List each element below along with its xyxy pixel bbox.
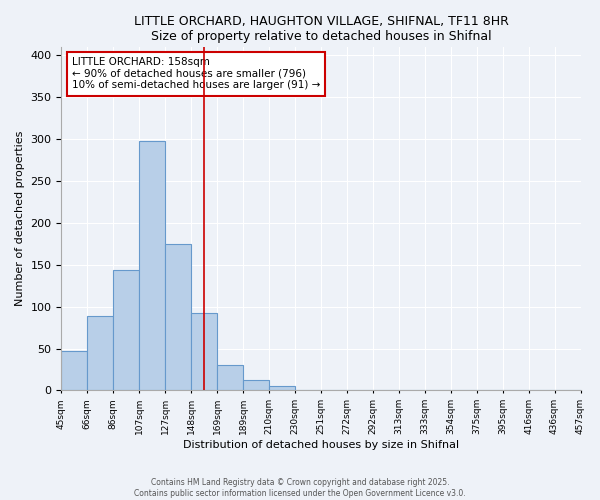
Text: Contains HM Land Registry data © Crown copyright and database right 2025.
Contai: Contains HM Land Registry data © Crown c… xyxy=(134,478,466,498)
Title: LITTLE ORCHARD, HAUGHTON VILLAGE, SHIFNAL, TF11 8HR
Size of property relative to: LITTLE ORCHARD, HAUGHTON VILLAGE, SHIFNA… xyxy=(134,15,508,43)
Bar xyxy=(165,244,191,390)
Bar xyxy=(61,351,88,391)
Y-axis label: Number of detached properties: Number of detached properties xyxy=(15,131,25,306)
Bar xyxy=(88,316,113,390)
X-axis label: Distribution of detached houses by size in Shifnal: Distribution of detached houses by size … xyxy=(183,440,459,450)
Text: LITTLE ORCHARD: 158sqm
← 90% of detached houses are smaller (796)
10% of semi-de: LITTLE ORCHARD: 158sqm ← 90% of detached… xyxy=(72,57,320,90)
Bar xyxy=(139,141,165,390)
Bar xyxy=(269,386,295,390)
Bar xyxy=(217,366,243,390)
Bar xyxy=(191,314,217,390)
Bar xyxy=(113,270,139,390)
Bar xyxy=(243,380,269,390)
